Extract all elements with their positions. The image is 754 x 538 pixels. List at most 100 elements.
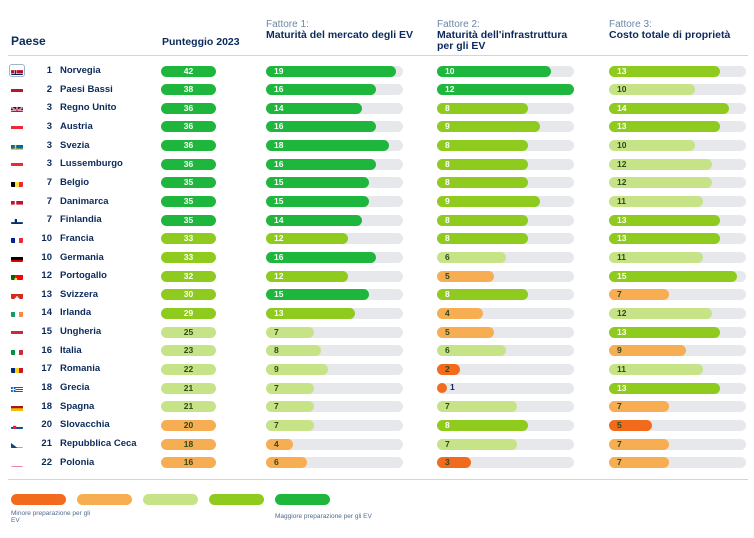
- f2-value-bar: 9: [437, 196, 540, 208]
- f1-track: [266, 382, 403, 394]
- f1-value-label: 7: [274, 326, 279, 337]
- table-row: 2 Paesi Bassi 38 16 12 10: [0, 81, 754, 100]
- flag-pl-icon: [11, 458, 23, 467]
- header-factor-3: Fattore 3: Costo totale di proprietà: [609, 19, 730, 41]
- f1-value-label: 18: [274, 140, 284, 151]
- f1-value-label: 4: [274, 438, 279, 449]
- f2-value-label: 9: [445, 196, 450, 207]
- f3-value-bar: 13: [609, 121, 720, 133]
- rank-label: 13: [41, 288, 52, 300]
- f1-value-bar: 8: [266, 345, 321, 357]
- country-name: Ungheria: [60, 326, 102, 338]
- f3-value-bar: 7: [609, 457, 669, 469]
- f2-value-label: 2: [445, 363, 450, 374]
- f1-value-label: 15: [274, 289, 284, 300]
- f2-value-label: 7: [445, 438, 450, 449]
- flag-de-icon: [11, 253, 23, 262]
- rank-label: 1: [46, 65, 52, 76]
- f1-value-bar: 4: [266, 438, 293, 450]
- f3-track: [609, 457, 746, 469]
- f1-value-label: 12: [274, 270, 284, 281]
- f3-value-label: 13: [617, 326, 627, 337]
- f1-value-bar: 18: [266, 140, 389, 152]
- f2-value-bar: 7: [437, 438, 517, 450]
- rank-label: 3: [46, 102, 52, 114]
- f3-value-bar: 15: [609, 270, 737, 282]
- f1-value-bar: 14: [266, 102, 362, 114]
- f2-value-label: 8: [445, 177, 450, 188]
- f3-value-bar: 5: [609, 419, 652, 431]
- f1-value-bar: 19: [266, 65, 396, 77]
- score-pill: 30: [161, 289, 216, 301]
- f1-value-bar: 14: [266, 214, 362, 226]
- f1-track: [266, 363, 403, 375]
- f1-value-label: 7: [274, 382, 279, 393]
- f3-value-label: 12: [617, 307, 627, 318]
- f3-value-bar: 7: [609, 401, 669, 413]
- f1-value-bar: 7: [266, 326, 314, 338]
- factor-2-title-line1: Maturità dell'infrastruttura: [437, 29, 568, 41]
- score-pill: 36: [161, 140, 216, 152]
- f3-track: [609, 438, 746, 450]
- country-name: Belgio: [60, 176, 90, 188]
- f1-value-label: 14: [274, 102, 284, 113]
- table-row: 17 Romania 22 9 2 11: [0, 360, 754, 379]
- score-pill: 36: [161, 121, 216, 133]
- table-row: 13 Svizzera 30 15 8 7: [0, 286, 754, 305]
- f2-value-bar: 8: [437, 102, 528, 114]
- table-row: 15 Ungheria 25 7 5 13: [0, 323, 754, 342]
- f2-value-bar: 3: [437, 457, 471, 469]
- f1-value-bar: 7: [266, 401, 314, 413]
- f3-value-bar: 7: [609, 289, 669, 301]
- table-row: 3 Austria 36 16 9 13: [0, 118, 754, 137]
- f2-value-label: 10: [445, 65, 455, 76]
- flag-ro-icon: [11, 364, 23, 374]
- legend-swatch-2: [77, 494, 132, 505]
- f3-value-bar: 11: [609, 196, 703, 208]
- legend-swatch-3: [143, 494, 198, 505]
- f2-track: [437, 363, 574, 375]
- flag-it-icon: [11, 346, 23, 355]
- f2-value-bar: 8: [437, 289, 528, 301]
- f3-value-bar: 10: [609, 84, 695, 96]
- table-row: 22 Polonia 16 6 3 7: [0, 454, 754, 473]
- f2-value-bar: 8: [437, 419, 528, 431]
- header-score: Punteggio 2023: [162, 36, 240, 48]
- f1-track: [266, 457, 403, 469]
- f1-value-bar: 15: [266, 289, 369, 301]
- flag-hu-icon: [11, 327, 23, 337]
- table-row: 10 Germania 33 16 6 11: [0, 249, 754, 268]
- flag-dk-icon: [11, 197, 23, 206]
- score-pill: 23: [161, 345, 216, 357]
- f3-value-label: 12: [617, 158, 627, 169]
- f3-value-label: 10: [617, 140, 627, 151]
- country-name: Francia: [60, 232, 94, 244]
- f1-value-bar: 9: [266, 363, 328, 375]
- table-row: 10 Francia 33 12 8 13: [0, 230, 754, 249]
- f1-value-label: 16: [274, 84, 284, 95]
- f3-track: [609, 401, 746, 413]
- country-name: Polonia: [60, 456, 95, 468]
- f2-value-label: 9: [445, 121, 450, 132]
- table-row: 7 Finlandia 35 14 8 13: [0, 211, 754, 230]
- score-pill: 33: [161, 233, 216, 245]
- f2-value-bar: 2: [437, 363, 460, 375]
- flag-be-icon: [11, 178, 23, 187]
- table-row: 7 Belgio 35 15 8 12: [0, 174, 754, 193]
- flag-no-icon: [9, 64, 25, 77]
- country-name: Romania: [60, 363, 101, 375]
- f3-track: [609, 419, 746, 431]
- table-row: 14 Irlanda 29 13 4 12: [0, 304, 754, 323]
- f1-value-bar: 7: [266, 419, 314, 431]
- f1-value-label: 12: [274, 233, 284, 244]
- f3-value-label: 11: [617, 363, 626, 374]
- factor-2-sub: Fattore 2:: [437, 19, 480, 30]
- legend-swatch-4: [209, 494, 264, 505]
- f3-value-bar: 14: [609, 102, 729, 114]
- score-pill: 20: [161, 419, 216, 431]
- f2-value-label: 5: [445, 326, 450, 337]
- flag-sk-icon: [11, 420, 23, 430]
- f3-value-label: 10: [617, 84, 627, 95]
- f2-track: [437, 457, 574, 469]
- f1-value-bar: 7: [266, 382, 314, 394]
